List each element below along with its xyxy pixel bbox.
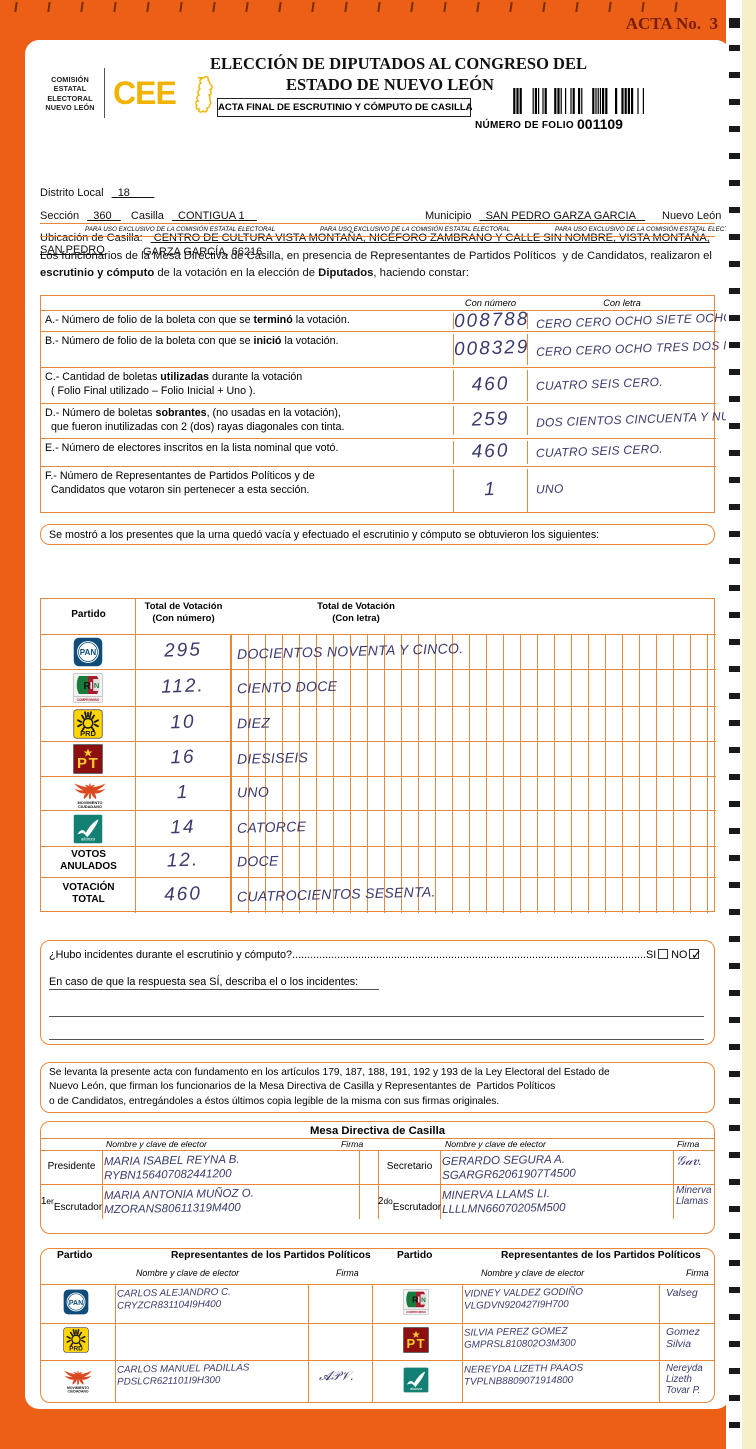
svg-text:COMPROMISO: COMPROMISO <box>77 698 100 702</box>
svg-text:P: P <box>77 755 87 772</box>
svg-text:I: I <box>417 1295 419 1305</box>
svg-text:PRD: PRD <box>80 729 96 738</box>
svg-text:T: T <box>416 1336 424 1351</box>
svg-text:T: T <box>89 755 98 772</box>
svg-text:alianza: alianza <box>81 836 96 841</box>
svg-text:PAN: PAN <box>80 648 97 657</box>
svg-text:CIUDADANO: CIUDADANO <box>67 1390 88 1393</box>
svg-text:N: N <box>421 1297 426 1304</box>
svg-text:COMPROMISO: COMPROMISO <box>406 1310 426 1314</box>
svg-text:N: N <box>94 681 99 690</box>
svg-text:I: I <box>90 681 93 692</box>
svg-text:P: P <box>406 1336 415 1351</box>
svg-text:PRD: PRD <box>69 1346 83 1353</box>
svg-text:PAN: PAN <box>69 1300 83 1307</box>
svg-text:alianza: alianza <box>409 1386 422 1391</box>
svg-text:CIUDADANO: CIUDADANO <box>78 803 102 807</box>
